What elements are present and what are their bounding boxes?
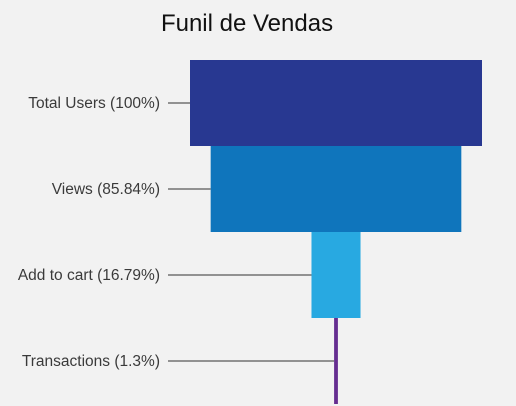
stage-label: Transactions (1.3%) <box>22 353 160 370</box>
stage-label: Views (85.84%) <box>52 181 160 198</box>
funnel-bar <box>311 232 361 318</box>
stage-label: Total Users (100%) <box>28 95 160 112</box>
funnel-bar <box>210 146 462 232</box>
stage-label: Add to cart (16.79%) <box>18 267 160 284</box>
funnel-bar <box>190 60 482 146</box>
funnel-bar <box>334 318 338 404</box>
chart-title: Funil de Vendas <box>161 10 333 37</box>
funnel-stages: Total Users (100%) Views (85.84%) Add to c… <box>18 60 482 404</box>
